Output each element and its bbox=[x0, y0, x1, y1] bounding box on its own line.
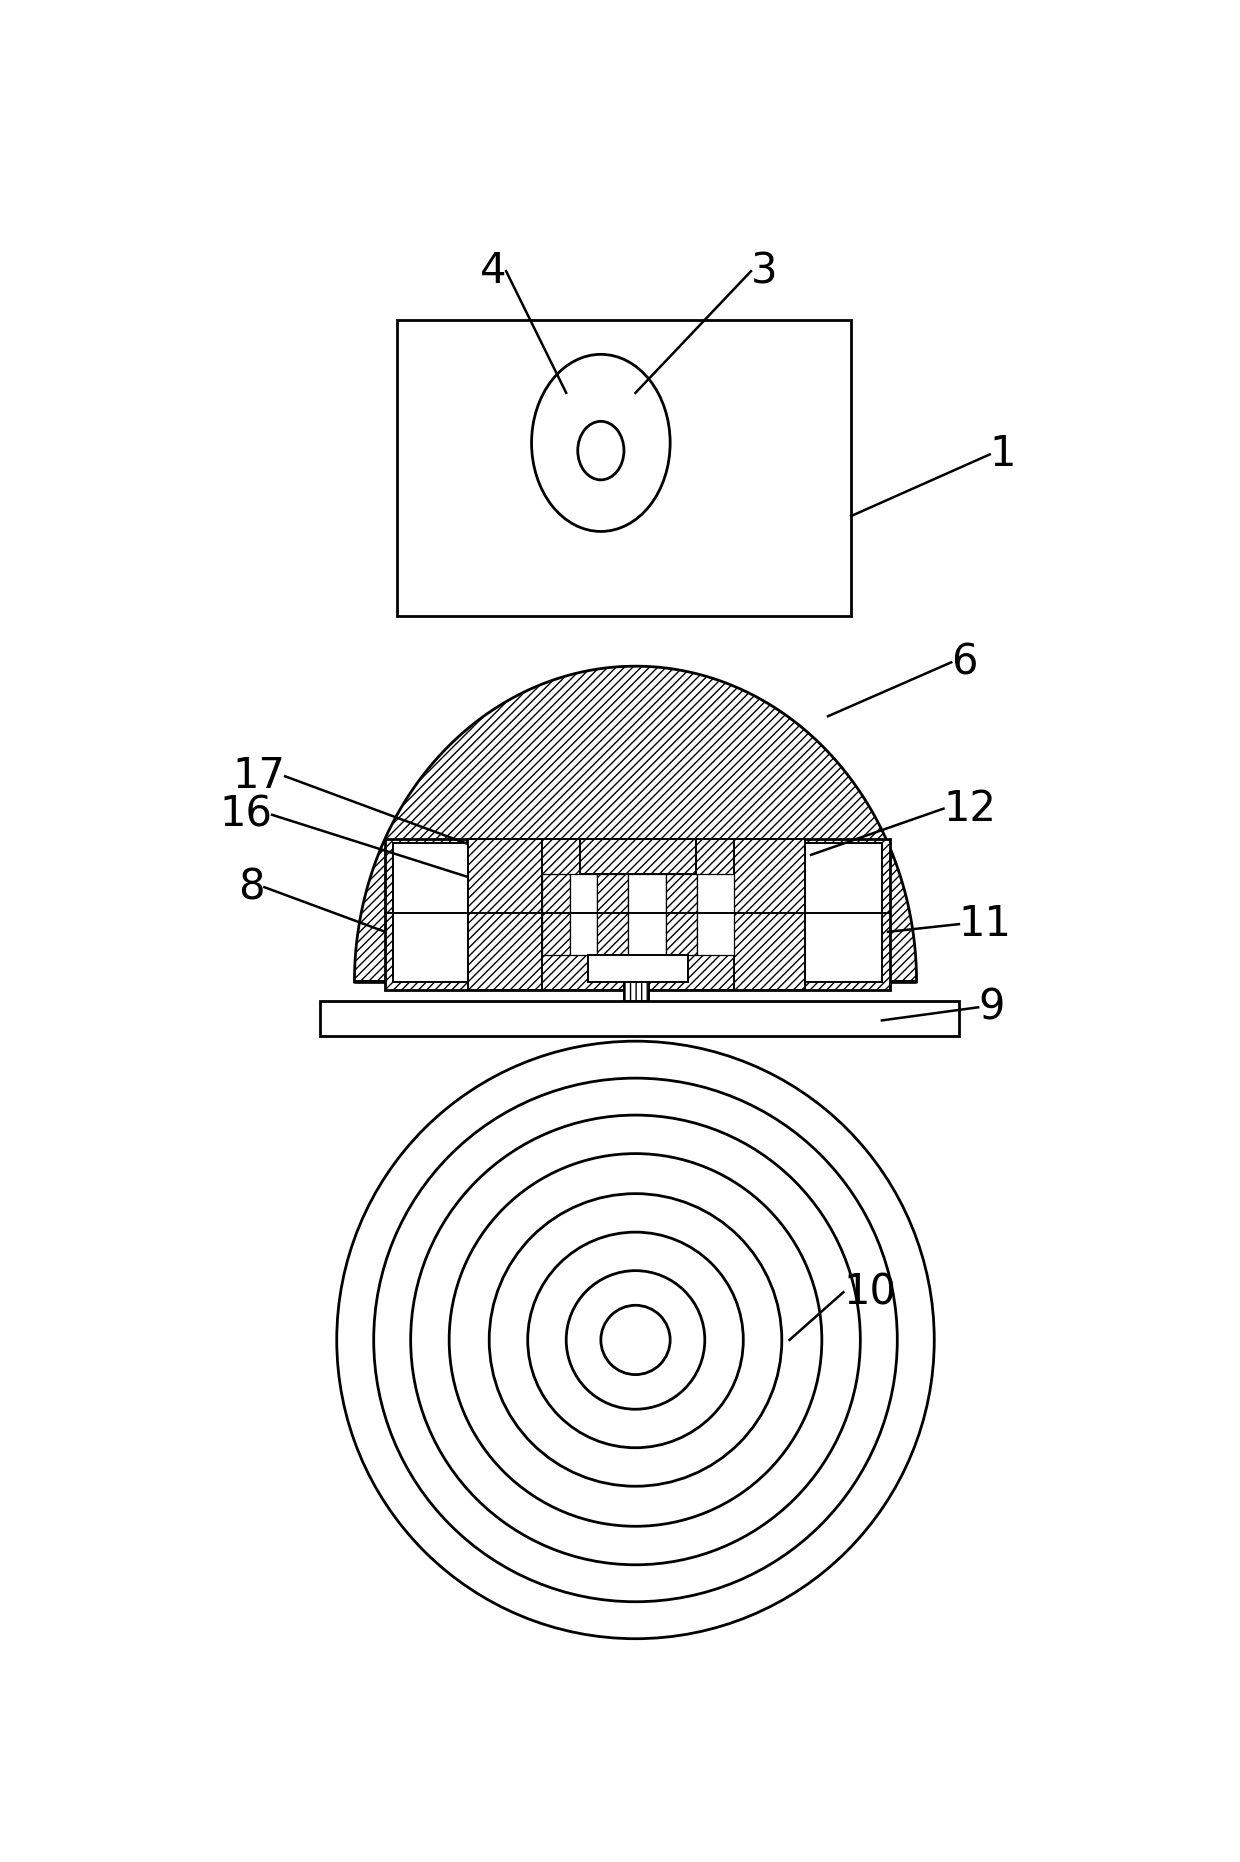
Polygon shape bbox=[542, 873, 570, 955]
Bar bbox=[320, 1002, 959, 1035]
Polygon shape bbox=[393, 843, 469, 981]
Text: 3: 3 bbox=[751, 250, 777, 292]
Text: 4: 4 bbox=[480, 250, 506, 292]
Polygon shape bbox=[580, 840, 696, 873]
Polygon shape bbox=[627, 873, 666, 955]
Polygon shape bbox=[734, 840, 805, 989]
Ellipse shape bbox=[532, 354, 670, 531]
Polygon shape bbox=[570, 873, 596, 955]
Text: 17: 17 bbox=[232, 756, 285, 797]
Polygon shape bbox=[355, 667, 916, 981]
Polygon shape bbox=[469, 840, 542, 989]
Polygon shape bbox=[386, 840, 889, 989]
Ellipse shape bbox=[578, 421, 624, 480]
Text: 1: 1 bbox=[990, 434, 1017, 475]
Text: 10: 10 bbox=[843, 1272, 897, 1313]
Text: 16: 16 bbox=[219, 793, 272, 836]
Polygon shape bbox=[596, 873, 627, 955]
Polygon shape bbox=[805, 843, 882, 981]
Polygon shape bbox=[624, 981, 650, 1002]
Text: 8: 8 bbox=[238, 866, 264, 909]
Polygon shape bbox=[697, 873, 734, 955]
Polygon shape bbox=[542, 840, 734, 989]
Text: 9: 9 bbox=[978, 987, 1004, 1028]
Polygon shape bbox=[666, 873, 697, 955]
Text: 6: 6 bbox=[951, 641, 977, 683]
Polygon shape bbox=[588, 955, 688, 981]
Bar bbox=[397, 320, 851, 616]
Text: 11: 11 bbox=[959, 903, 1012, 946]
Text: 12: 12 bbox=[944, 788, 997, 830]
